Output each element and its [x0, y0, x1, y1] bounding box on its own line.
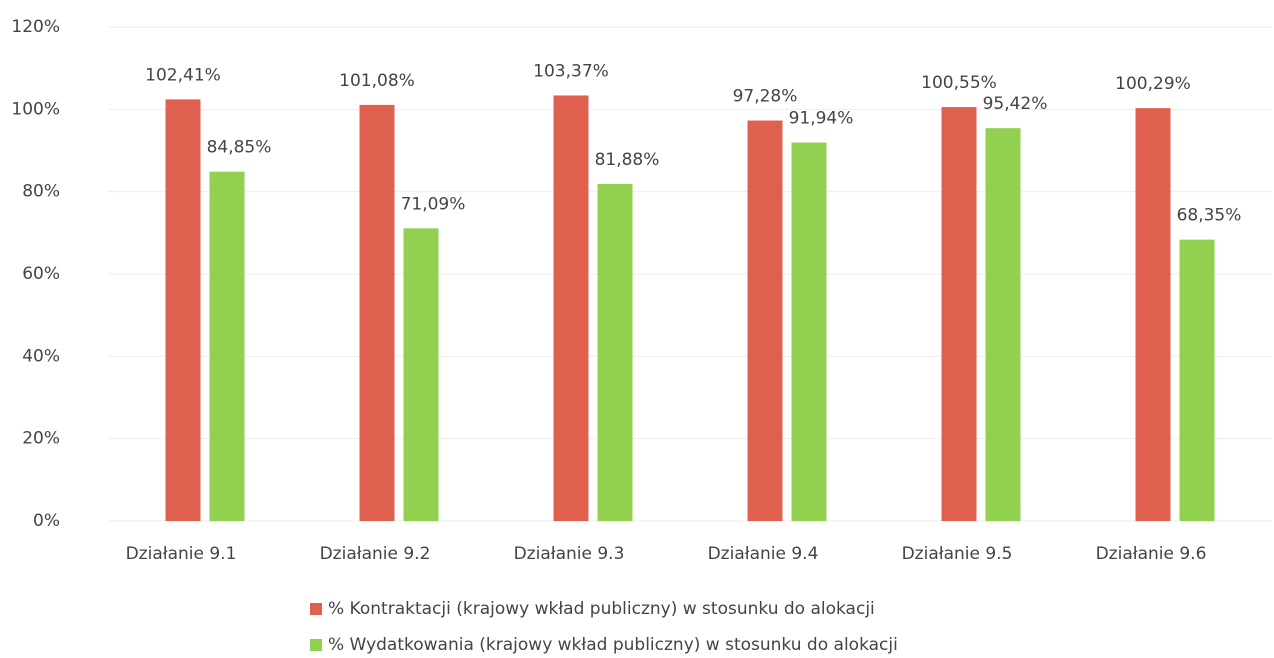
value-label: 97,28% [733, 87, 798, 107]
bar [403, 228, 439, 521]
x-tick-label: Działanie 9.4 [708, 544, 819, 564]
x-tick-label: Działanie 9.6 [1096, 544, 1207, 564]
value-label: 101,08% [339, 71, 415, 91]
bar [941, 107, 977, 522]
value-label: 95,42% [983, 94, 1048, 114]
bar [209, 171, 245, 521]
bar [1179, 239, 1215, 521]
bar [747, 120, 783, 521]
value-label: 100,55% [921, 73, 997, 93]
y-tick-label: 60% [22, 264, 60, 284]
legend-swatch [310, 639, 322, 651]
bar [165, 99, 201, 521]
value-label: 100,29% [1115, 74, 1191, 94]
y-tick-label: 100% [11, 99, 60, 119]
bar [597, 183, 633, 521]
value-label: 103,37% [533, 61, 609, 81]
y-tick-label: 120% [11, 17, 60, 37]
x-tick-label: Działanie 9.3 [514, 544, 625, 564]
value-label: 68,35% [1177, 206, 1242, 226]
value-label: 84,85% [207, 138, 272, 158]
y-tick-label: 20% [22, 429, 60, 449]
legend-swatch [310, 603, 322, 615]
value-label: 102,41% [145, 65, 221, 85]
bar [553, 95, 589, 521]
value-label: 91,94% [789, 109, 854, 129]
y-tick-label: 80% [22, 182, 60, 202]
y-tick-label: 40% [22, 346, 60, 366]
x-tick-label: Działanie 9.2 [320, 544, 431, 564]
legend-label: % Kontraktacji (krajowy wkład publiczny)… [328, 599, 875, 619]
x-tick-label: Działanie 9.1 [126, 544, 237, 564]
value-label: 71,09% [401, 194, 466, 214]
legend-label: % Wydatkowania (krajowy wkład publiczny)… [328, 635, 898, 654]
bar [1135, 108, 1171, 522]
bar [791, 142, 827, 521]
x-tick-label: Działanie 9.5 [902, 544, 1013, 564]
bar [985, 128, 1021, 521]
y-tick-label: 0% [33, 511, 60, 531]
value-label: 81,88% [595, 150, 660, 170]
bar [359, 104, 395, 522]
